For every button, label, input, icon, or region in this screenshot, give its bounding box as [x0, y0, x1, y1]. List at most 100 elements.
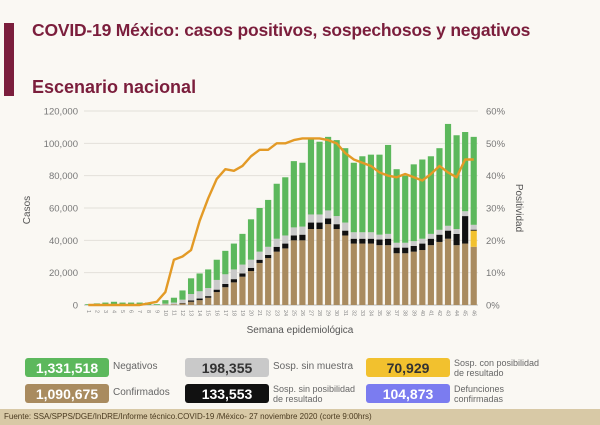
bar-segment: [376, 234, 383, 240]
bar-segment: [247, 219, 255, 260]
y-tick-label: 0: [73, 301, 78, 312]
bar-segment: [359, 238, 366, 244]
bar-segment: [213, 292, 220, 305]
x-tick-label: 34: [367, 310, 373, 316]
x-tick-label: 7: [136, 310, 142, 313]
x-tick-label: 26: [299, 310, 305, 316]
legend-label: Sosp. sin muestra: [273, 361, 354, 372]
bar-segment: [273, 246, 280, 252]
bar-segment: [170, 304, 178, 305]
y-tick-label: 100,000: [44, 139, 78, 150]
bar-segment: [265, 246, 272, 255]
bar-segment: [247, 271, 255, 305]
bar-segment: [299, 226, 306, 235]
bar-segment: [453, 135, 460, 230]
x-tick-label: 10: [162, 310, 168, 316]
bar-segment: [265, 258, 272, 305]
x-tick-label: 15: [205, 310, 211, 316]
bar-segment: [384, 238, 392, 246]
bar-segment: [256, 262, 263, 305]
x-tick-label: 11: [170, 310, 176, 316]
bar-segment: [230, 269, 237, 280]
bar-segment: [110, 301, 118, 305]
y2-tick-label: 50%: [486, 139, 506, 150]
legend-value-box: 198,355: [185, 358, 269, 377]
bar-segment: [316, 222, 323, 230]
y2-axis-label: Positividad: [513, 184, 524, 232]
bar-segment: [462, 211, 469, 217]
x-tick-label: 46: [470, 310, 476, 316]
bar-segment: [427, 245, 434, 305]
bar-segment: [162, 304, 169, 306]
legend-value-box: 1,331,518: [25, 358, 109, 377]
bar-segment: [222, 287, 229, 305]
accent-bar: [4, 23, 14, 96]
bar-segment: [367, 238, 375, 244]
x-tick-label: 12: [179, 310, 185, 316]
bar-segment: [419, 243, 426, 251]
bar-segment: [402, 247, 409, 254]
bar-segment: [256, 251, 263, 260]
y2-tick-label: 40%: [486, 171, 506, 182]
positivity-line: [88, 137, 474, 307]
bar-segment: [273, 251, 280, 305]
x-tick-label: 16: [213, 310, 219, 316]
bar-segment: [239, 276, 246, 305]
x-tick-label: 4: [111, 310, 117, 313]
x-tick-label: 27: [308, 310, 314, 316]
bar-segment: [196, 273, 203, 292]
bar-segment: [179, 299, 186, 303]
bar-segment: [419, 159, 426, 239]
x-tick-label: 42: [436, 310, 442, 316]
bar-segment: [273, 238, 280, 247]
bar-segment: [419, 250, 426, 305]
bar-segment: [307, 229, 315, 305]
bar-segment: [282, 177, 289, 236]
bar-segment: [213, 279, 220, 290]
bar-segment: [359, 243, 366, 305]
bar-segment: [162, 300, 169, 304]
bar-segment: [170, 302, 178, 305]
y-tick-label: 120,000: [44, 107, 78, 118]
x-tick-label: 20: [248, 310, 254, 316]
bar-segment: [453, 233, 460, 246]
bar-segment: [307, 222, 315, 230]
bar-segment: [427, 238, 434, 246]
bar-segment: [290, 235, 297, 241]
bar-segment: [273, 183, 280, 239]
x-tick-label: 40: [419, 310, 425, 316]
bar-segment: [462, 243, 469, 305]
bar-segment: [179, 290, 186, 300]
bar-segment: [119, 302, 126, 305]
bar-segment: [222, 274, 229, 284]
bar-segment: [239, 233, 246, 265]
x-tick-label: 41: [427, 310, 433, 316]
x-tick-label: 1: [85, 310, 91, 313]
x-tick-label: 31: [342, 310, 348, 316]
bar-segment: [316, 214, 323, 223]
bar-segment: [410, 164, 417, 242]
x-tick-label: 17: [222, 310, 228, 316]
bar-segment: [410, 251, 417, 305]
x-tick-label: 32: [350, 310, 356, 316]
bar-segment: [470, 230, 477, 247]
bar-segment: [290, 240, 297, 305]
x-tick-label: 2: [93, 310, 99, 313]
x-tick-label: 14: [196, 310, 202, 316]
bar-segment: [316, 141, 323, 215]
x-tick-label: 3: [102, 310, 108, 313]
legend-label: Defunciones confirmadas: [454, 384, 505, 404]
bar-segment: [333, 229, 340, 305]
x-tick-label: 43: [445, 310, 451, 316]
x-tick-label: 23: [273, 310, 279, 316]
x-tick-label: 37: [393, 310, 399, 316]
bar-segment: [402, 253, 409, 305]
bar-segment: [427, 156, 434, 234]
y-tick-label: 20,000: [49, 268, 78, 279]
bar-segment: [402, 242, 409, 248]
bar-segment: [222, 283, 229, 288]
y-tick-label: 80,000: [49, 171, 78, 182]
bar-segment: [436, 241, 443, 305]
bar-segment: [187, 300, 195, 302]
bar-segment: [179, 303, 186, 305]
